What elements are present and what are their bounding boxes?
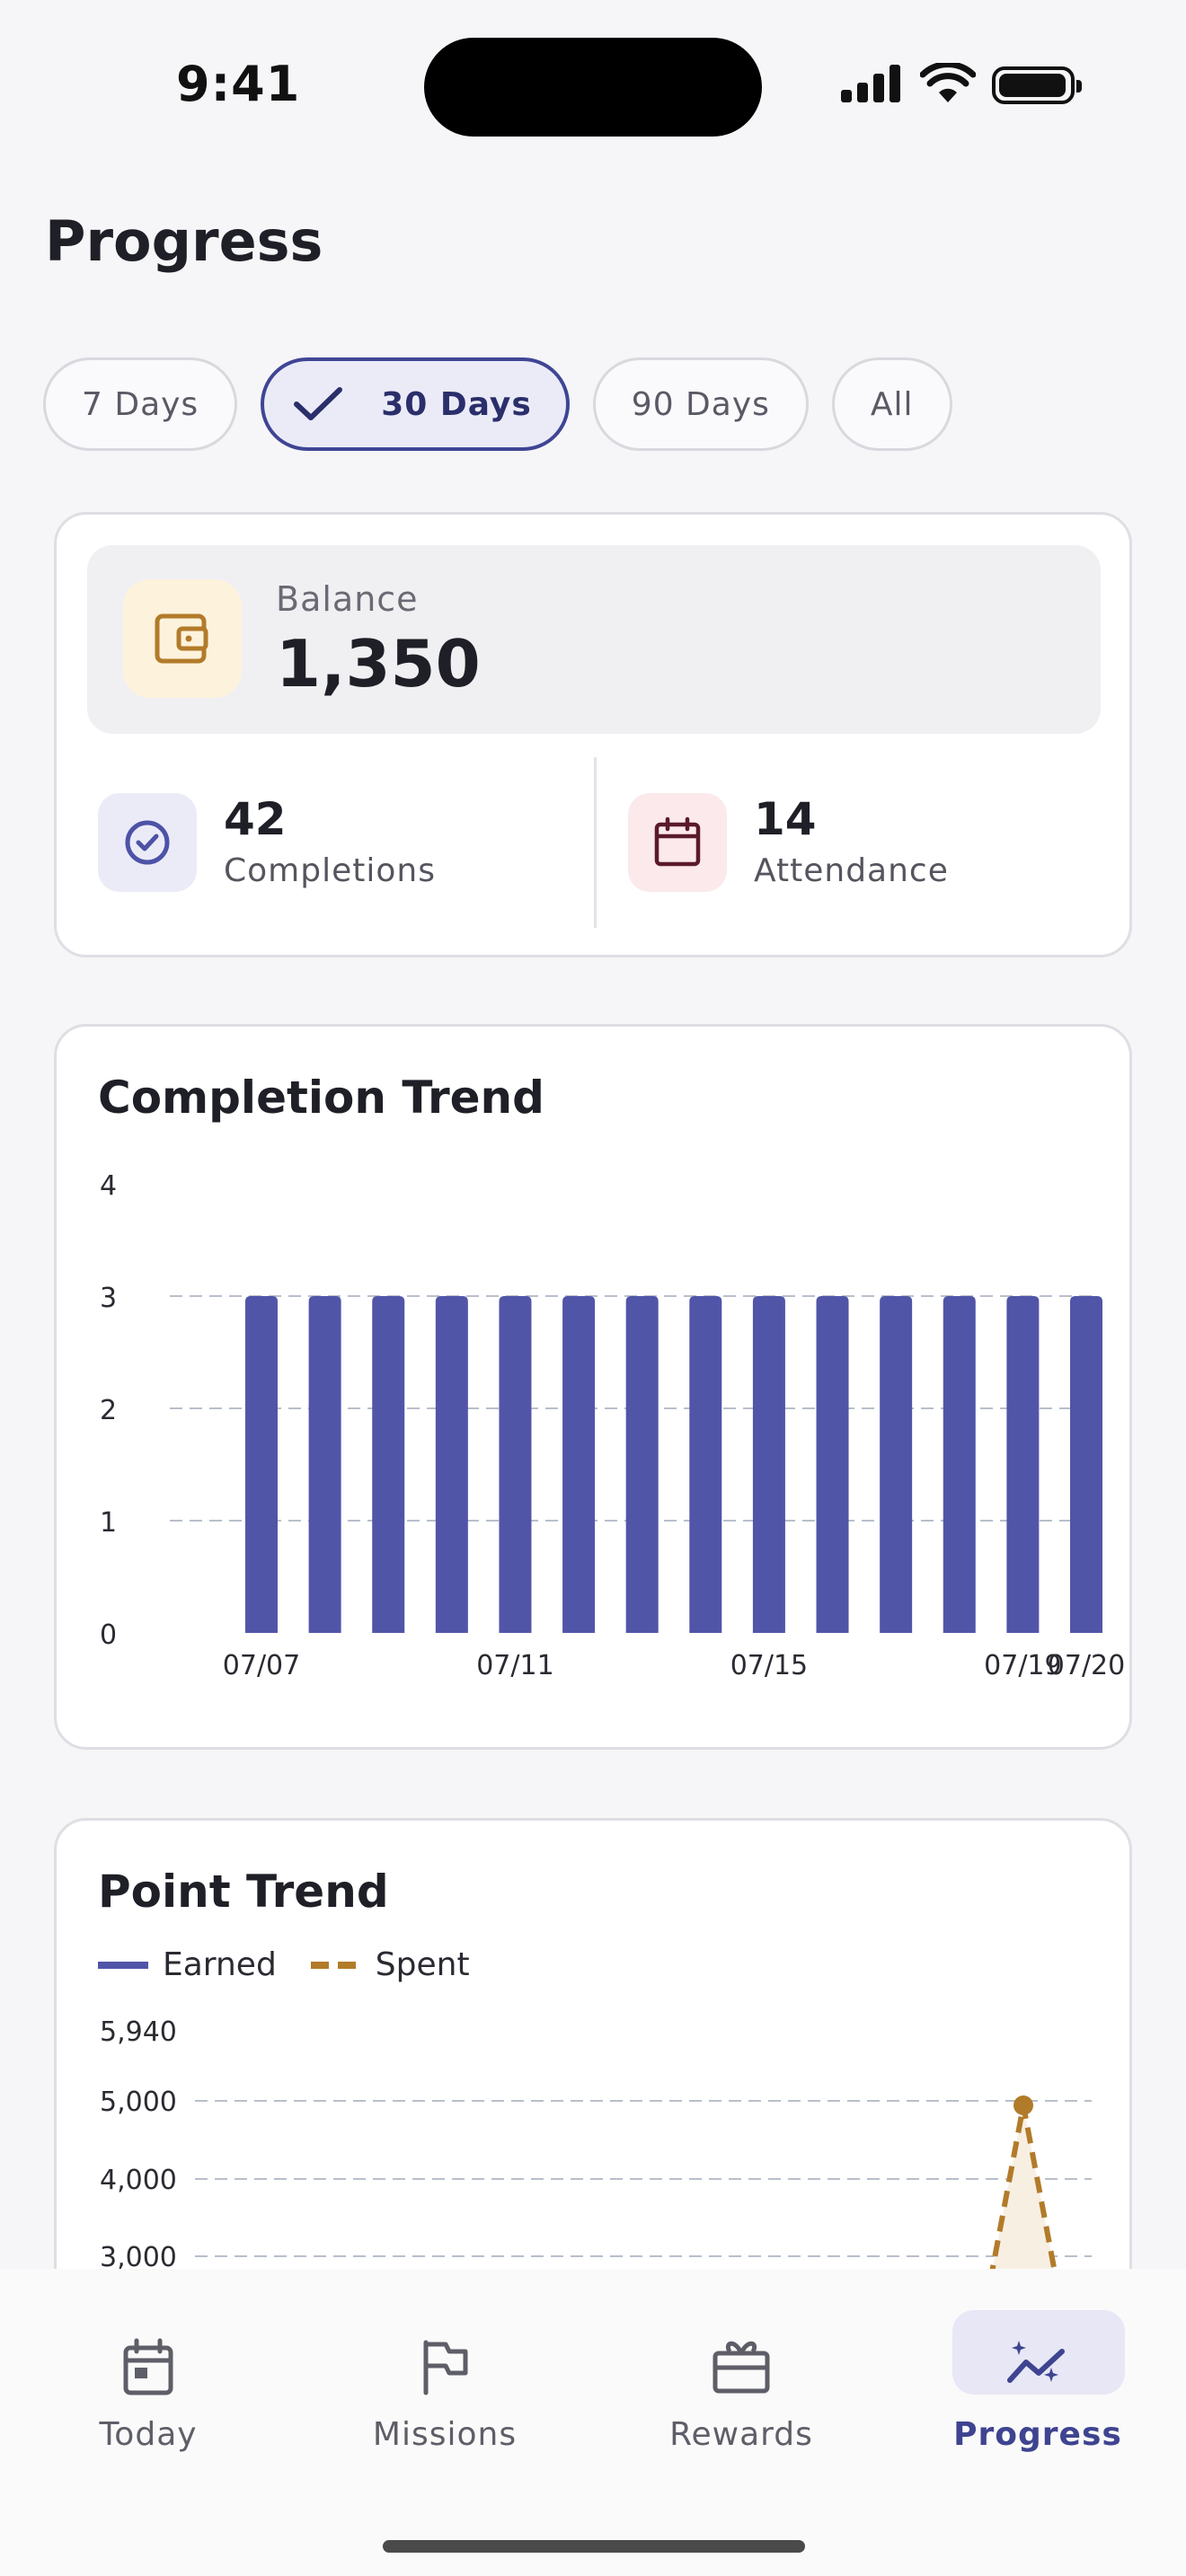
point-trend-title: Point Trend (98, 1866, 389, 1918)
y-tick-label: 5,000 (100, 2086, 177, 2118)
check-icon (294, 387, 343, 420)
check-circle-icon (98, 793, 197, 892)
spent-area (987, 2105, 1060, 2297)
legend-label: Earned (163, 1946, 277, 1983)
nav-tab-progress[interactable]: Progress (939, 2308, 1137, 2453)
completions-value: 42 (224, 793, 287, 845)
point-trend-legend: Earned Spent (98, 1946, 470, 1983)
stat-divider (594, 757, 597, 928)
cellular-signal-icon (841, 63, 902, 102)
x-tick-label: 07/07 (223, 1650, 300, 1681)
trend-sparkle-icon (1007, 2341, 1065, 2383)
filter-chip-all[interactable]: All (831, 357, 952, 451)
spent-point (1013, 2095, 1033, 2115)
y-tick-label: 3,000 (100, 2242, 177, 2273)
status-bar: 9:41 (0, 0, 1186, 171)
y-tick-label: 4 (100, 1170, 117, 1202)
x-tick-label: 07/19 (984, 1650, 1061, 1681)
y-tick-label: 2 (100, 1395, 117, 1426)
nav-tab-rewards[interactable]: Rewards (642, 2308, 840, 2453)
completion-trend-title: Completion Trend (98, 1072, 544, 1124)
balance-value: 1,350 (276, 626, 481, 701)
dynamic-island (424, 38, 762, 137)
y-tick-label: 0 (100, 1619, 117, 1651)
calendar-icon (628, 793, 727, 892)
bar (245, 1296, 278, 1633)
legend-label: Spent (375, 1946, 470, 1983)
balance-panel: Balance 1,350 (87, 545, 1101, 734)
nav-tab-today[interactable]: Today (49, 2308, 247, 2453)
nav-label: Missions (372, 2416, 518, 2453)
bar (752, 1296, 785, 1633)
filter-chip-label: All (870, 385, 914, 423)
y-tick-label: 4,000 (100, 2165, 177, 2196)
bar (625, 1296, 659, 1633)
bar (372, 1296, 405, 1633)
wallet-icon (123, 579, 242, 698)
gift-box-icon (712, 2341, 770, 2394)
nav-tab-missions[interactable]: Missions (346, 2308, 544, 2453)
balance-label: Balance (276, 579, 419, 619)
summary-card: Balance 1,350 42 Completions 14 Attendan… (54, 512, 1132, 957)
completions-stat: 42 Completions (98, 793, 547, 892)
status-time: 9:41 (176, 56, 301, 112)
x-tick-label: 07/15 (730, 1650, 808, 1681)
nav-label: Progress (953, 2416, 1122, 2453)
wifi-icon (920, 63, 976, 102)
bar (943, 1296, 976, 1633)
x-tick-label: 07/20 (1048, 1650, 1125, 1681)
nav-label: Today (99, 2416, 198, 2453)
filter-chip-90-days[interactable]: 90 Days (592, 357, 809, 451)
filter-chip-7-days[interactable]: 7 Days (43, 357, 238, 451)
flag-icon (423, 2340, 468, 2395)
active-tab-indicator (952, 2310, 1125, 2395)
y-tick-label: 1 (100, 1507, 117, 1539)
completions-label: Completions (224, 852, 436, 889)
bar (689, 1296, 722, 1633)
filter-chip-label: 30 Days (381, 385, 532, 423)
point-trend-chart: 5,940 5,000 4,000 3,000 (100, 2016, 1092, 2297)
bar (499, 1296, 532, 1633)
bar (880, 1296, 913, 1633)
legend-item-spent: Spent (310, 1946, 470, 1983)
legend-swatch-earned (98, 1961, 148, 1969)
attendance-value: 14 (754, 793, 817, 845)
x-tick-label: 07/11 (476, 1650, 553, 1681)
bar (562, 1296, 596, 1633)
home-indicator (383, 2540, 805, 2553)
date-range-filter: 7 Days 30 Days 90 Days All (43, 357, 952, 451)
nav-label: Rewards (669, 2416, 813, 2453)
filter-chip-label: 7 Days (82, 385, 199, 423)
filter-chip-30-days[interactable]: 30 Days (261, 357, 570, 451)
calendar-day-icon (123, 2338, 173, 2395)
bar (435, 1296, 468, 1633)
legend-item-earned: Earned (98, 1946, 277, 1983)
page-title: Progress (45, 208, 323, 274)
bar (1070, 1296, 1102, 1633)
completion-trend-card: Completion Trend 0 1 2 3 4 07/07 07/11 07/15 07/… (54, 1024, 1132, 1750)
legend-swatch-spent (310, 1961, 361, 1969)
bar (1006, 1296, 1040, 1633)
attendance-label: Attendance (754, 852, 949, 889)
y-tick-label: 5,940 (100, 2016, 177, 2048)
bar (816, 1296, 849, 1633)
battery-icon (992, 66, 1082, 104)
y-tick-label: 3 (100, 1283, 117, 1314)
attendance-stat: 14 Attendance (628, 793, 1077, 892)
filter-chip-label: 90 Days (631, 385, 770, 423)
bar (308, 1296, 341, 1633)
